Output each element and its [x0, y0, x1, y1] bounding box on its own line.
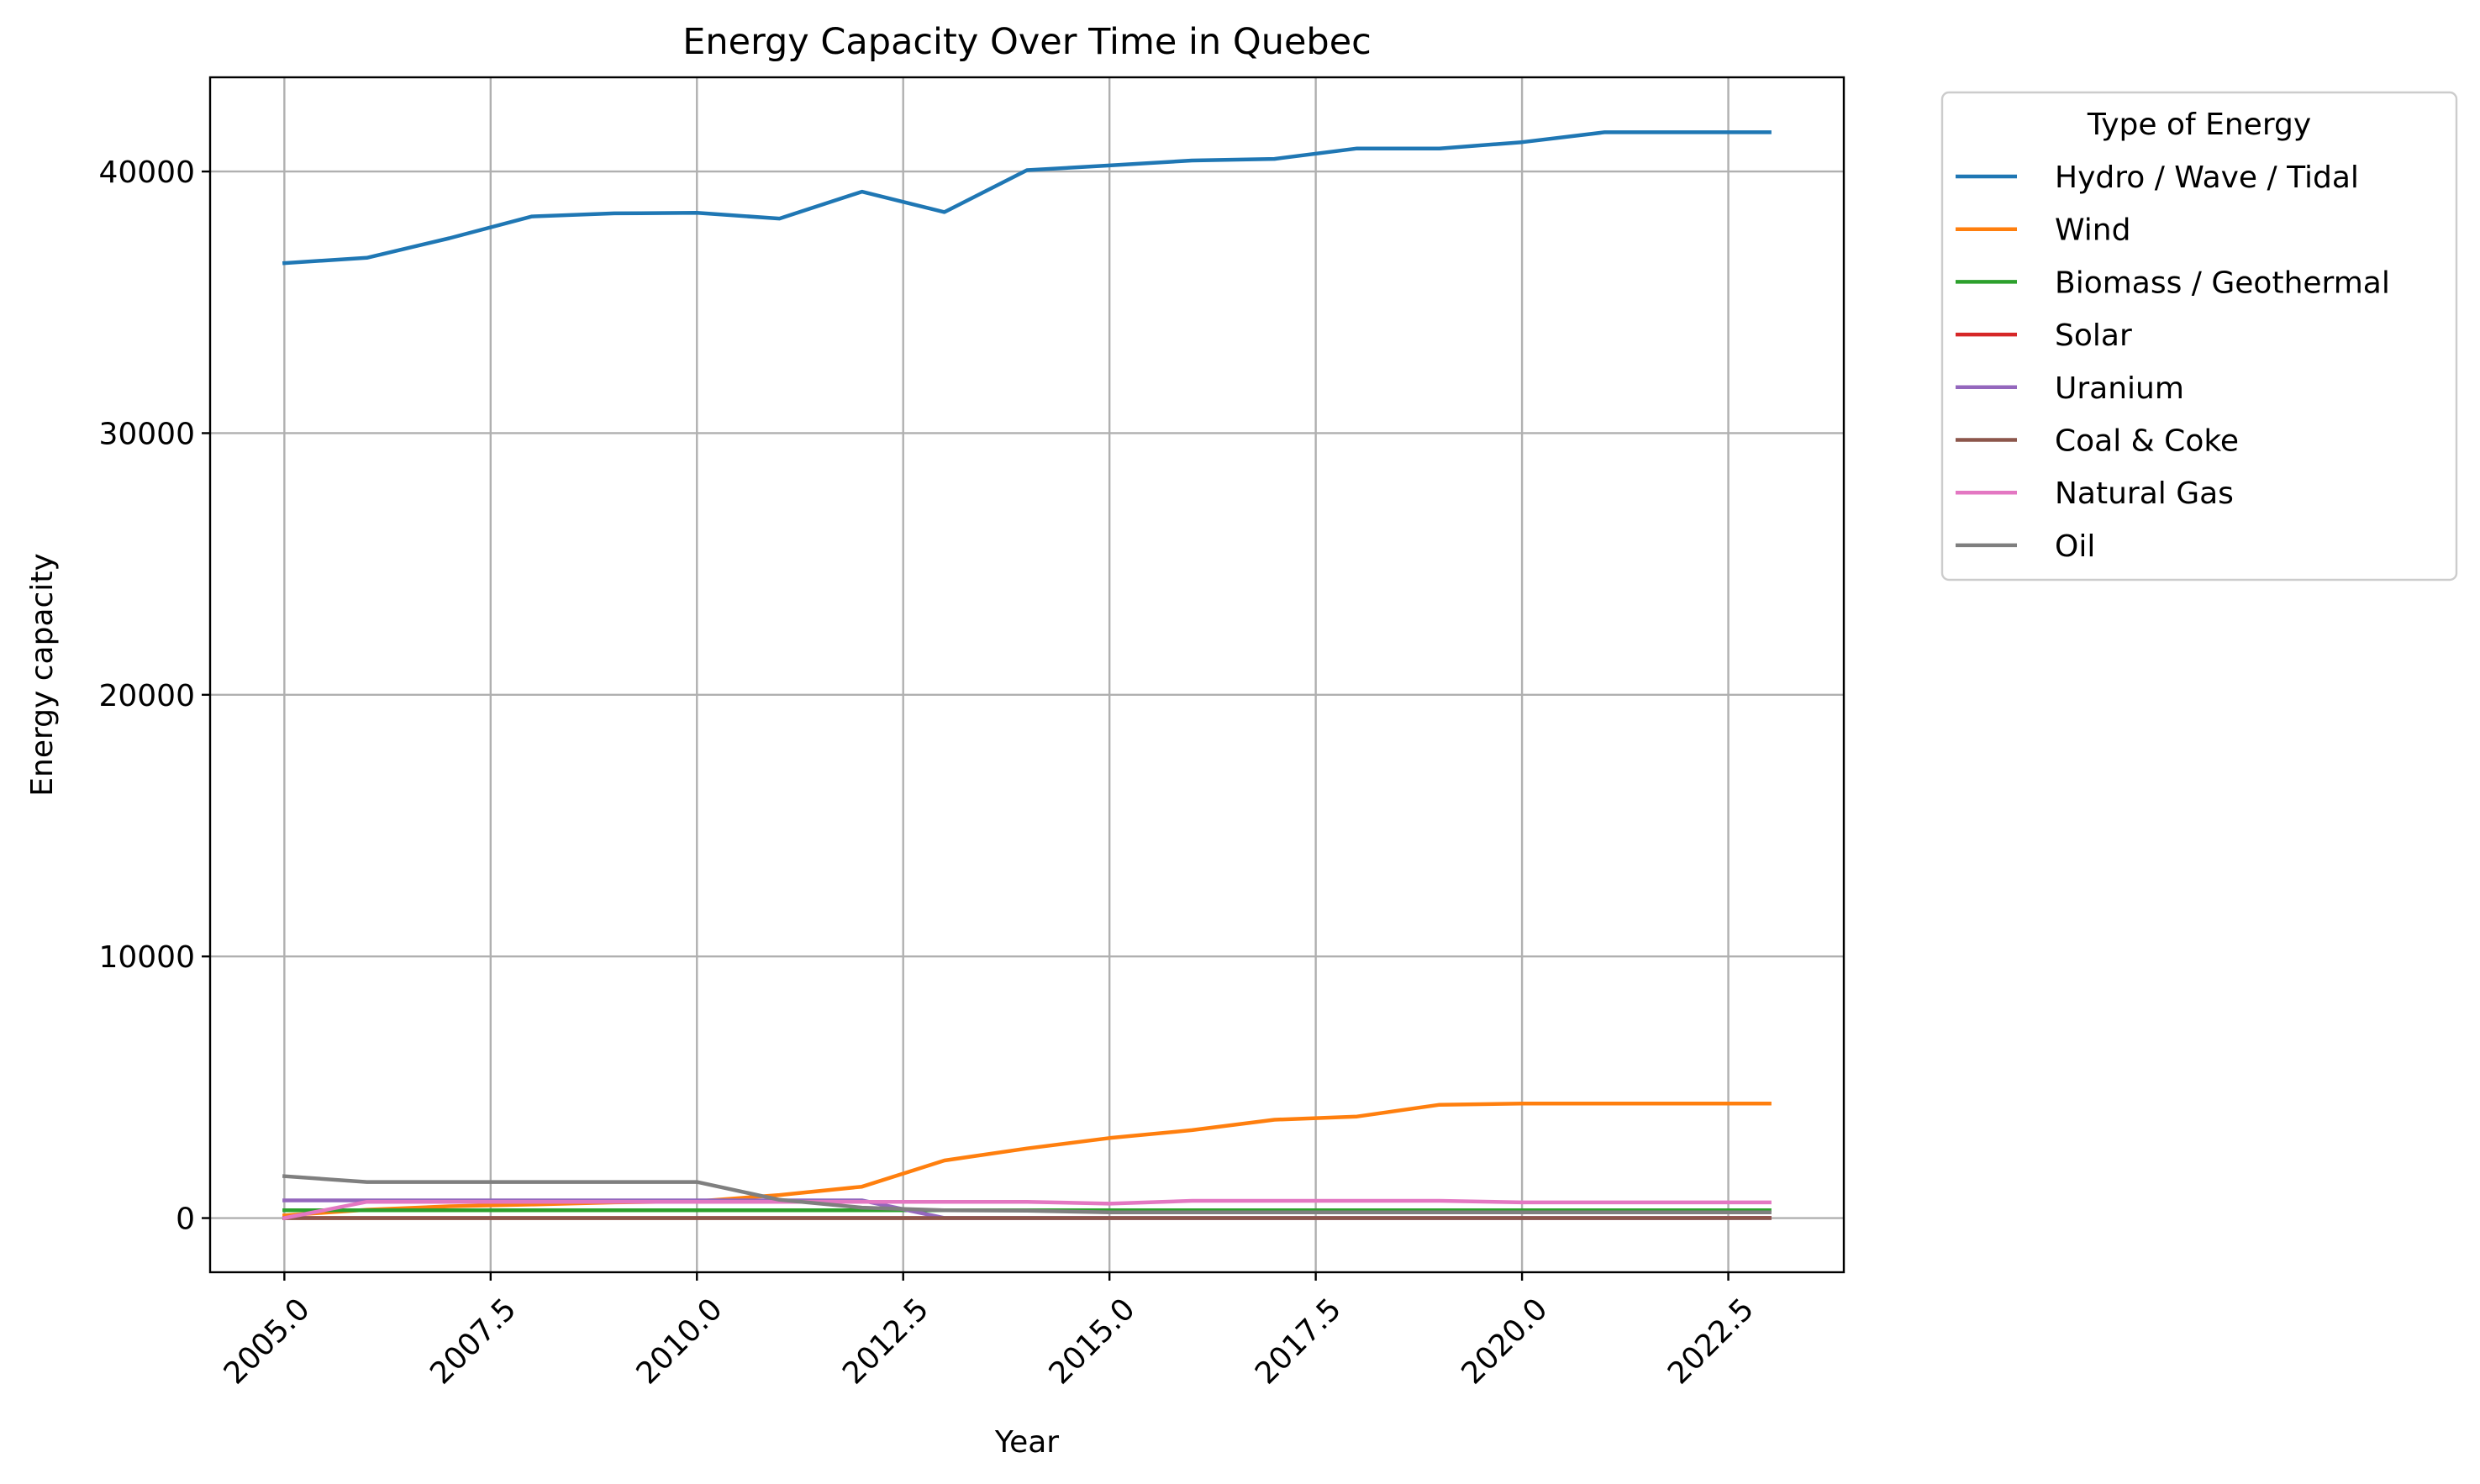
chart-title: Energy Capacity Over Time in Quebec — [682, 21, 1372, 63]
x-tick-label: 2012.5 — [836, 1292, 935, 1391]
x-tick-label: 2017.5 — [1249, 1292, 1348, 1391]
grid-layer — [210, 77, 1844, 1272]
x-tick-label: 2005.0 — [218, 1292, 317, 1391]
x-tick-label: 2015.0 — [1043, 1292, 1142, 1391]
legend-box — [1940, 91, 2458, 581]
legend-label: Solar — [2055, 318, 2132, 353]
legend-label: Coal & Coke — [2055, 424, 2239, 459]
x-tick-label: 2022.5 — [1661, 1292, 1761, 1391]
y-tick-label: 20000 — [98, 679, 195, 713]
y-axis-label: Energy capacity — [25, 553, 60, 796]
legend-title: Type of Energy — [2087, 108, 2311, 142]
legend-label: Natural Gas — [2055, 476, 2234, 511]
plot-frame — [208, 76, 1846, 1274]
x-tick-label: 2020.0 — [1455, 1292, 1554, 1391]
series-line-6 — [282, 1198, 1772, 1221]
legend-label: Hydro / Wave / Tidal — [2055, 161, 2359, 195]
series-line-1 — [282, 1101, 1772, 1218]
series-line-7 — [282, 1174, 1772, 1214]
series-line-0 — [282, 130, 1772, 266]
x-axis-label: Year — [994, 1425, 1059, 1460]
y-tick-label: 0 — [176, 1202, 195, 1237]
y-tick-label: 40000 — [98, 155, 195, 190]
series-layer — [282, 130, 1772, 1221]
legend-label: Oil — [2055, 529, 2095, 564]
x-tick-label: 2007.5 — [424, 1292, 523, 1391]
y-tick-label: 10000 — [98, 940, 195, 975]
y-tick-label: 30000 — [98, 417, 195, 451]
legend-entries: Hydro / Wave / Tidal Wind Biomass / Geothe… — [1956, 161, 2390, 564]
legend-label: Biomass / Geothermal — [2055, 266, 2390, 300]
legend-label: Wind — [2055, 213, 2130, 248]
x-tick-label: 2010.0 — [630, 1292, 729, 1391]
legend: Type of Energy Hydro / Wave / Tidal Wind B… — [1940, 91, 2458, 581]
legend-label: Uranium — [2055, 371, 2184, 406]
